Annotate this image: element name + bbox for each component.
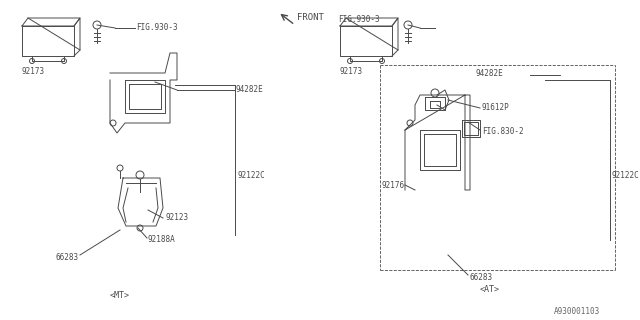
Text: 92122C: 92122C [612, 171, 640, 180]
Text: 66283: 66283 [470, 274, 493, 283]
Text: 92173: 92173 [340, 68, 363, 76]
Text: 92176: 92176 [382, 180, 405, 189]
Text: <MT>: <MT> [110, 291, 130, 300]
Text: <AT>: <AT> [480, 285, 500, 294]
Text: 92123: 92123 [165, 213, 188, 222]
Text: FRONT: FRONT [297, 13, 324, 22]
Text: 66283: 66283 [55, 253, 78, 262]
Text: FIG.830-2: FIG.830-2 [482, 127, 524, 137]
Text: 91612P: 91612P [481, 102, 509, 111]
Text: 92122C: 92122C [237, 171, 265, 180]
Text: 94282E: 94282E [236, 85, 264, 94]
Text: 92173: 92173 [22, 68, 45, 76]
Text: FIG.930-3: FIG.930-3 [136, 22, 178, 31]
Text: A930001103: A930001103 [554, 308, 600, 316]
Text: 94282E: 94282E [475, 68, 503, 77]
Text: FIG.930-3: FIG.930-3 [338, 15, 380, 25]
Text: 92188A: 92188A [148, 236, 176, 244]
